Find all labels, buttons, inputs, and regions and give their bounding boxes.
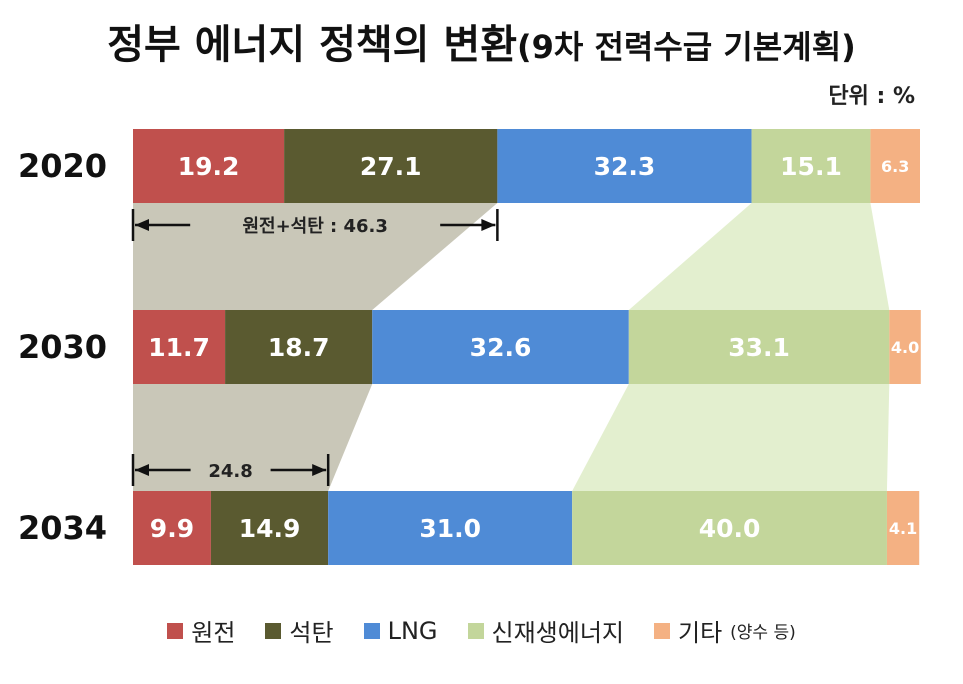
data-label-2030-기타: 4.0 <box>891 338 919 357</box>
legend-swatch-coal <box>265 622 282 639</box>
bracket-nuclear-coal-2034: 24.8 <box>131 454 330 486</box>
legend-item-coal: 석탄 <box>265 613 334 648</box>
data-label-2034-기타: 4.1 <box>889 519 917 538</box>
connector-nuclear-coal-2020-2030 <box>133 203 498 310</box>
legend-swatch-renewable <box>467 622 484 639</box>
bar-segment-2020-석탄 <box>284 129 498 203</box>
legend-item-other: 기타 (양수 등) <box>653 613 796 648</box>
data-label-2030-석탄: 18.7 <box>268 333 330 362</box>
data-label-2030-원전: 11.7 <box>148 333 210 362</box>
bar-segment-2034-기타 <box>886 491 920 565</box>
legend-swatch-other <box>653 622 670 639</box>
bracket-nuclear-coal-2020: 원전+석탄 : 46.3 <box>131 209 499 241</box>
bar-segment-2020-원전 <box>133 129 285 203</box>
bracket-nuclear-coal-2020-left-arrow <box>135 219 149 231</box>
bar-segment-2030-석탄 <box>225 310 373 384</box>
legend-label-nuclear: 원전 <box>191 619 236 647</box>
data-label-2034-석탄: 14.9 <box>239 514 301 543</box>
data-label-2034-신재생에너지: 40.0 <box>699 514 761 543</box>
bar-segment-2030-원전 <box>133 310 226 384</box>
data-label-2034-원전: 9.9 <box>150 514 194 543</box>
data-label-2030-LNG: 32.6 <box>470 333 532 362</box>
bar-segment-2034-신재생에너지 <box>572 491 887 565</box>
bar-segment-2034-원전 <box>133 491 211 565</box>
connector-renewable-2020-2030 <box>628 203 890 310</box>
bar-segment-2020-신재생에너지 <box>751 129 871 203</box>
bar-segment-2034-석탄 <box>210 491 329 565</box>
legend-swatch-nuclear <box>167 622 184 639</box>
chart-title: 정부 에너지 정책의 변환(9차 전력수급 기본계획) <box>0 12 963 70</box>
data-label-2020-LNG: 32.3 <box>594 152 656 181</box>
legend-item-renewable: 신재생에너지 <box>467 613 624 648</box>
bar-segment-2020-LNG <box>497 129 752 203</box>
bar-segment-2034-LNG <box>328 491 573 565</box>
connector-shapes <box>133 203 890 491</box>
legend-label-coal: 석탄 <box>289 619 334 647</box>
bar-row-2034: 9.9 14.9 31.0 40.0 4.1 <box>133 491 920 565</box>
bracket-nuclear-coal-2020-right-arrow <box>481 219 496 231</box>
bracket-nuclear-coal-2034-label: 24.8 <box>208 461 252 482</box>
connector-renewable-2030-2034 <box>572 384 890 491</box>
data-label-2020-석탄: 27.1 <box>360 152 422 181</box>
bracket-nuclear-coal-2020-label: 원전+석탄 : 46.3 <box>242 216 387 237</box>
legend-swatch-lng <box>363 622 380 639</box>
data-label-2034-LNG: 31.0 <box>419 514 481 543</box>
data-label-2020-기타: 6.3 <box>881 157 909 176</box>
chart-title-sub: (9차 전력수급 기본계획) <box>517 28 856 66</box>
legend: 원전 석탄 LNG 신재생에너지 기타 (양수 등) <box>0 613 963 648</box>
legend-item-nuclear: 원전 <box>167 613 235 648</box>
legend-note-other: (양수 등) <box>730 623 796 643</box>
bar-segment-2030-신재생에너지 <box>628 310 890 384</box>
bracket-nuclear-coal-2034-left-arrow <box>135 464 149 476</box>
bar-row-2030: 11.7 18.7 32.6 33.1 4.0 <box>133 310 921 384</box>
chart-title-main: 정부 에너지 정책의 변환 <box>107 22 517 68</box>
unit-label: 단위 : % <box>828 84 915 109</box>
bar-segment-2030-LNG <box>372 310 629 384</box>
bar-segment-2030-기타 <box>889 310 921 384</box>
year-label-2020: 2020 <box>18 147 108 185</box>
year-label-2034: 2034 <box>18 509 108 547</box>
data-label-2020-원전: 19.2 <box>178 152 240 181</box>
legend-label-lng: LNG <box>387 616 438 645</box>
legend-label-other: 기타 <box>677 619 723 647</box>
bracket-nuclear-coal-2034-right-arrow <box>312 464 327 476</box>
legend-item-lng: LNG <box>363 616 438 645</box>
legend-label-renewable: 신재생에너지 <box>491 619 624 647</box>
data-label-2030-신재생에너지: 33.1 <box>728 333 790 362</box>
data-label-2020-신재생에너지: 15.1 <box>780 152 842 181</box>
bar-row-2020: 19.2 27.1 32.3 15.1 6.3 <box>133 129 920 203</box>
year-label-2030: 2030 <box>18 328 108 366</box>
bar-segment-2020-기타 <box>870 129 920 203</box>
